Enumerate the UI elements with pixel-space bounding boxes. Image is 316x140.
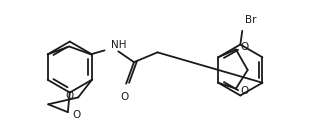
Text: O: O [120, 92, 128, 102]
Text: O: O [241, 42, 249, 52]
Text: O: O [241, 86, 249, 96]
Text: NH: NH [112, 40, 127, 51]
Text: Br: Br [245, 15, 257, 25]
Text: O: O [73, 110, 81, 120]
Text: O: O [65, 91, 73, 102]
